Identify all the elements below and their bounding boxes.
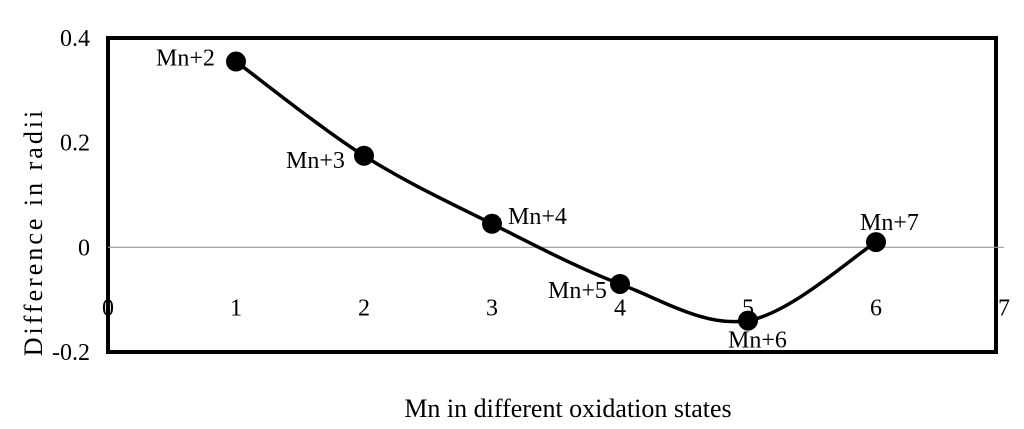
y-tick-label: 0 — [78, 235, 90, 261]
data-label-mn3: Mn+3 — [286, 148, 345, 174]
data-point-mn7 — [866, 232, 886, 253]
y-tick-label: -0.2 — [52, 340, 90, 366]
data-label-mn7: Mn+7 — [860, 210, 919, 236]
y-axis-title: Difference in radii — [19, 108, 48, 357]
data-point-mn6 — [738, 310, 758, 331]
x-tick-label: 2 — [358, 295, 370, 321]
y-tick-label: 0.2 — [60, 131, 90, 157]
y-tick-label: 0.4 — [60, 26, 90, 52]
data-point-mn4 — [482, 213, 502, 234]
data-label-mn5: Mn+5 — [548, 278, 607, 304]
x-tick-label: 7 — [998, 295, 1010, 321]
plot-frame — [106, 36, 998, 354]
x-tick-label: 0 — [102, 295, 114, 321]
series-line — [234, 59, 878, 324]
x-tick-label: 6 — [870, 295, 882, 321]
x-tick-label: 4 — [614, 295, 626, 321]
data-label-mn2: Mn+2 — [156, 46, 215, 72]
x-tick-label: 1 — [230, 295, 242, 321]
x-axis-title: Mn in different oxidation states — [404, 394, 731, 423]
data-point-mn2 — [226, 51, 246, 72]
data-label-mn4: Mn+4 — [508, 204, 567, 230]
x-tick-label: 3 — [486, 295, 498, 321]
data-point-mn5 — [610, 273, 630, 294]
data-label-mn6: Mn+6 — [728, 328, 787, 354]
data-point-mn3 — [354, 145, 374, 166]
